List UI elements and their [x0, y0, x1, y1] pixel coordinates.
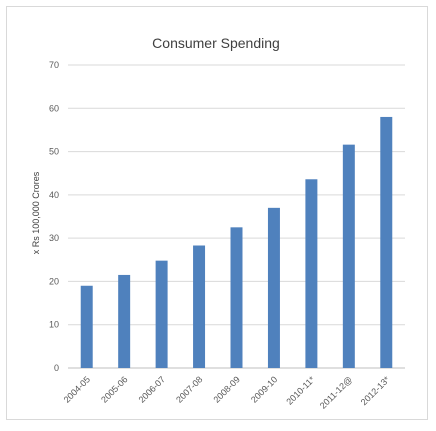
bar-2009-10	[267, 207, 280, 368]
x-tick-label: 2009-10	[249, 374, 279, 404]
bars	[80, 116, 393, 368]
y-tick-label: 40	[49, 190, 59, 200]
consumer-spending-chart: Consumer Spending 0 10 20 30 40 50 60 70 2004-0…	[31, 35, 405, 411]
bar-2006-07	[155, 260, 168, 368]
bar-2004-05	[80, 285, 93, 368]
y-tick-label: 60	[49, 103, 59, 113]
y-tick-label: 70	[49, 60, 59, 70]
bar-2011-12@	[342, 144, 355, 368]
x-tick-label: 2010-11*	[284, 374, 317, 407]
y-axis-ticks: 0 10 20 30 40 50 60 70	[49, 60, 59, 373]
y-tick-label: 20	[49, 276, 59, 286]
y-tick-label: 10	[49, 320, 59, 330]
chart-frame: Consumer Spending 0 10 20 30 40 50 60 70 2004-0…	[6, 6, 428, 420]
y-tick-label: 0	[54, 363, 59, 373]
x-tick-label: 2012-13*	[359, 374, 392, 407]
bar-2008-09	[230, 227, 243, 368]
bar-2010-11*	[305, 179, 318, 368]
x-tick-label: 2008-09	[211, 374, 241, 404]
x-tick-label: 2011-12@	[318, 374, 354, 410]
x-axis-ticks: 2004-05 2005-06 2006-07 2007-08 2008-09 2009-…	[62, 374, 392, 411]
bar-2007-08	[193, 245, 206, 368]
y-tick-label: 30	[49, 233, 59, 243]
x-tick-label: 2006-07	[137, 374, 167, 404]
chart-title: Consumer Spending	[152, 35, 280, 51]
y-axis-label: x Rs 100,000 Crores	[31, 171, 41, 254]
bar-2005-06	[118, 274, 131, 368]
y-tick-label: 50	[49, 147, 59, 157]
bar-2012-13*	[380, 116, 393, 368]
x-tick-label: 2004-05	[62, 374, 92, 404]
x-tick-label: 2007-08	[174, 374, 204, 404]
x-tick-label: 2005-06	[99, 374, 129, 404]
